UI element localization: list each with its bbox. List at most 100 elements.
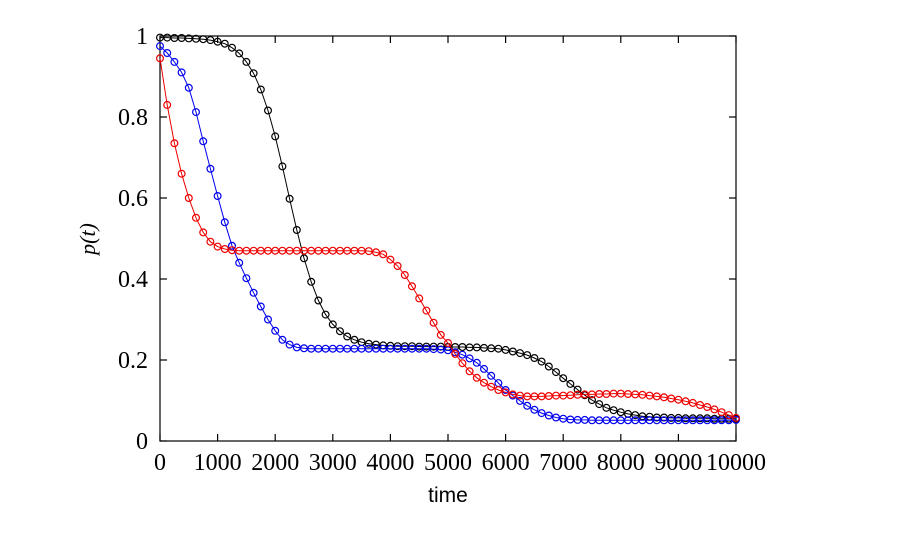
data-point-marker	[199, 228, 208, 237]
data-point-marker	[537, 357, 546, 366]
data-point-marker	[501, 388, 510, 397]
x-tick-label: 7000	[539, 450, 587, 476]
series-line-red	[159, 58, 737, 419]
data-point-marker	[177, 68, 186, 77]
data-point-marker	[551, 368, 560, 377]
data-point-marker	[170, 57, 179, 66]
data-point-marker	[264, 106, 273, 115]
data-point-marker	[731, 413, 740, 422]
data-point-marker	[192, 213, 201, 222]
data-point-marker	[206, 237, 215, 246]
data-point-marker	[436, 330, 445, 339]
y-tick-label: 0.4	[118, 267, 148, 293]
x-axis-title: time	[428, 484, 468, 507]
data-point-marker	[300, 254, 309, 263]
data-point-marker	[515, 349, 524, 358]
data-point-marker	[559, 374, 568, 383]
data-point-marker	[184, 194, 193, 203]
data-point-marker	[429, 318, 438, 327]
data-point-marker	[458, 359, 467, 368]
data-point-marker	[206, 164, 215, 173]
data-point-marker	[321, 310, 330, 319]
y-tick-label: 0	[136, 429, 148, 455]
x-tick-label: 8000	[597, 450, 645, 476]
x-tick-label: 6000	[482, 450, 530, 476]
data-point-marker	[480, 364, 489, 373]
data-point-marker	[177, 169, 186, 178]
data-point-marker	[170, 139, 179, 148]
x-tick-label: 0	[154, 450, 166, 476]
data-point-marker	[587, 396, 596, 405]
data-point-marker	[616, 408, 625, 417]
x-tick-label: 3000	[309, 450, 357, 476]
data-point-marker	[602, 403, 611, 412]
x-tick-label: 4000	[366, 450, 414, 476]
data-point-marker	[213, 37, 222, 46]
data-point-marker	[408, 282, 417, 291]
data-point-marker	[415, 294, 424, 303]
x-axis-ticks: 0 1000 2000 3000 4000 5000 6000 7000 8000 9000 100…	[154, 36, 766, 476]
data-point-marker	[523, 351, 532, 360]
data-point-marker	[465, 367, 474, 376]
data-point-marker	[717, 408, 726, 417]
data-point-marker	[422, 306, 431, 315]
data-point-marker	[278, 162, 287, 171]
data-point-marker	[292, 226, 301, 235]
data-point-marker	[465, 354, 474, 363]
y-axis-ticks: 0 0.2 0.4 0.6 0.8 1	[118, 24, 736, 455]
data-point-marker	[163, 100, 172, 109]
data-point-marker	[156, 54, 165, 63]
data-point-marker	[523, 401, 532, 410]
data-point-marker	[400, 271, 409, 280]
data-point-marker	[235, 49, 244, 58]
x-tick-label: 1000	[194, 450, 242, 476]
data-point-marker	[307, 277, 316, 286]
data-point-marker	[285, 194, 294, 203]
data-point-marker	[328, 320, 337, 329]
data-point-marker	[451, 349, 460, 358]
data-point-marker	[249, 288, 258, 297]
data-point-marker	[242, 274, 251, 283]
data-point-marker	[228, 241, 237, 250]
y-tick-label: 1	[136, 24, 148, 50]
data-point-marker	[530, 405, 539, 414]
data-point-marker	[256, 85, 265, 94]
data-point-marker	[213, 242, 222, 251]
data-point-marker	[206, 36, 215, 45]
data-point-marker	[184, 83, 193, 92]
y-tick-label: 0.8	[118, 105, 148, 131]
data-point-marker	[156, 42, 165, 51]
data-point-marker	[703, 403, 712, 412]
data-point-marker	[278, 335, 287, 344]
data-point-marker	[314, 296, 323, 305]
series-line-blue	[159, 45, 737, 421]
data-point-marker	[501, 345, 510, 354]
data-point-marker	[264, 315, 273, 324]
data-point-marker	[472, 358, 481, 367]
data-point-marker	[544, 362, 553, 371]
data-point-marker	[336, 327, 345, 336]
data-point-marker	[213, 192, 222, 201]
data-point-marker	[681, 397, 690, 406]
data-point-marker	[710, 405, 719, 414]
data-point-marker	[220, 39, 229, 48]
data-point-marker	[220, 218, 229, 227]
x-tick-label: 5000	[424, 450, 472, 476]
data-point-marker	[192, 108, 201, 117]
data-point-marker	[674, 395, 683, 404]
x-tick-label: 10000	[706, 450, 766, 476]
data-point-marker	[537, 409, 546, 418]
y-tick-label: 0.2	[118, 348, 148, 374]
series-blue	[156, 42, 740, 425]
data-point-marker	[566, 379, 575, 388]
data-point-marker	[343, 332, 352, 341]
x-tick-label: 2000	[251, 450, 299, 476]
data-point-marker	[163, 48, 172, 57]
y-axis-title: p(t)	[75, 223, 100, 255]
data-point-marker	[609, 406, 618, 415]
data-point-marker	[530, 354, 539, 363]
data-point-marker	[508, 347, 517, 356]
data-point-marker	[494, 386, 503, 395]
data-point-marker	[595, 400, 604, 409]
